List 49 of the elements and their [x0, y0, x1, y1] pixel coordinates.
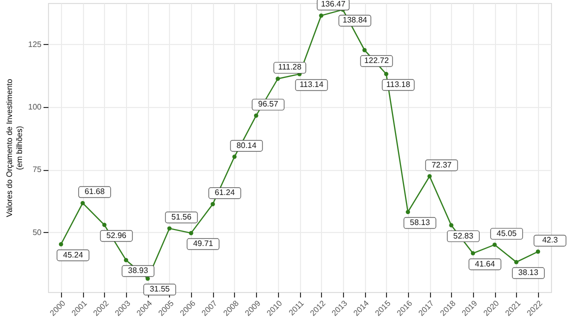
point — [254, 114, 258, 118]
point — [449, 223, 454, 228]
point — [384, 72, 388, 76]
point — [276, 76, 280, 81]
y-tick-label: 100 — [28, 102, 42, 112]
point — [232, 154, 237, 159]
data-label: 41.64 — [474, 259, 496, 268]
data-label: 38.93 — [128, 266, 149, 276]
data-label: 113.14 — [300, 80, 324, 90]
point — [80, 200, 85, 206]
data-label: 52.96 — [106, 230, 127, 240]
data-label: 61.68 — [84, 187, 106, 196]
y-axis-title: Valores do Orçamento de Investimento (em bilhões) — [5, 78, 24, 218]
data-label: 45.24 — [62, 250, 84, 260]
point — [188, 230, 194, 236]
data-label: 52.83 — [453, 231, 474, 240]
data-label: 111.28 — [278, 62, 302, 72]
point — [124, 258, 128, 262]
point — [514, 260, 518, 264]
data-label: 58.13 — [410, 218, 430, 227]
point — [492, 242, 497, 247]
point — [362, 48, 367, 52]
data-label: 51.56 — [171, 212, 192, 222]
data-label: 138.84 — [342, 16, 368, 25]
point — [536, 250, 540, 254]
data-label: 80.14 — [236, 140, 258, 150]
data-label: 96.57 — [258, 100, 279, 109]
data-label: 38.13 — [518, 268, 539, 278]
data-label: 61.24 — [214, 188, 236, 198]
point — [146, 276, 150, 281]
point — [102, 222, 106, 228]
point — [58, 242, 64, 246]
data-label: 136.47 — [320, 0, 346, 9]
y-tick-label: 125 — [28, 40, 42, 49]
point — [210, 202, 215, 206]
point — [319, 13, 324, 18]
point — [406, 210, 410, 214]
data-label: 122.72 — [364, 56, 390, 66]
point — [470, 251, 476, 256]
y-tick-label: 75 — [32, 165, 42, 174]
data-label: 113.18 — [386, 80, 411, 89]
data-label: 45.05 — [496, 228, 518, 238]
data-label: 42.3 — [542, 236, 558, 245]
point — [167, 226, 172, 231]
data-label: 49.71 — [193, 239, 214, 248]
y-tick-label: 50 — [32, 228, 42, 237]
data-label: 31.55 — [150, 284, 170, 294]
data-label: 72.37 — [432, 160, 452, 170]
point — [427, 174, 432, 178]
